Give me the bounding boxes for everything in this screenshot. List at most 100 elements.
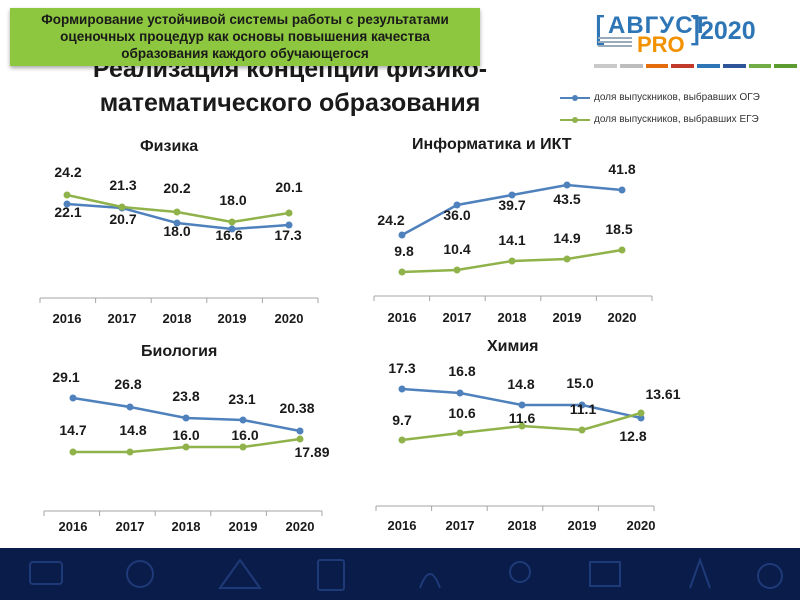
biology-series-oge-point bbox=[296, 427, 304, 435]
physics-data-label: 20.1 bbox=[275, 179, 302, 195]
chemistry-data-label: 15.0 bbox=[566, 375, 593, 391]
informatics-series-oge-point bbox=[453, 201, 461, 209]
logo-year: 2020 bbox=[700, 17, 756, 45]
legend: доля выпускников, выбравших ОГЭ доля вып… bbox=[560, 90, 795, 134]
biology-data-label: 16.0 bbox=[231, 427, 258, 443]
physics-series-ege-point bbox=[285, 209, 293, 217]
informatics-series-oge-point bbox=[618, 186, 626, 194]
informatics-tick-label: 2018 bbox=[498, 310, 527, 325]
logo-pro: PRO bbox=[637, 32, 685, 57]
physics-data-label: 20.7 bbox=[109, 211, 136, 227]
biology-series-oge-point bbox=[126, 403, 134, 411]
biology-data-label: 14.7 bbox=[59, 422, 86, 438]
banner-text: Формирование устойчивой системы работы с… bbox=[41, 12, 449, 61]
biology-data-label: 20.38 bbox=[279, 400, 314, 416]
informatics-tick-label: 2020 bbox=[608, 310, 637, 325]
chemistry-series-oge-point bbox=[637, 414, 645, 422]
footer-band bbox=[0, 548, 800, 600]
chemistry-series-oge-point bbox=[518, 401, 526, 409]
informatics-tick-label: 2017 bbox=[443, 310, 472, 325]
chemistry-data-label: 17.3 bbox=[388, 360, 415, 376]
color-stripe bbox=[594, 64, 800, 68]
physics-series-ege-point bbox=[118, 203, 126, 211]
physics-data-label: 18.0 bbox=[163, 223, 190, 239]
informatics-data-label: 14.1 bbox=[498, 232, 525, 248]
legend-ege-marker-icon bbox=[560, 117, 590, 123]
informatics-data-label: 18.5 bbox=[605, 221, 632, 237]
physics-data-label: 16.6 bbox=[215, 227, 242, 243]
biology-data-label: 17.89 bbox=[294, 444, 329, 460]
physics-series-oge-point bbox=[63, 200, 71, 208]
physics-series-ege-line bbox=[66, 193, 290, 224]
physics-tick-label: 2020 bbox=[275, 311, 304, 326]
logo-tagline-icon bbox=[598, 37, 632, 47]
informatics-data-label: 41.8 bbox=[608, 161, 635, 177]
physics-series-ege-point bbox=[228, 218, 236, 226]
informatics-series-oge-point bbox=[398, 231, 406, 239]
chemistry-data-label: 11.6 bbox=[509, 410, 536, 426]
informatics-data-label: 10.4 bbox=[443, 241, 470, 257]
physics-tick-label: 2018 bbox=[163, 311, 192, 326]
biology-series-ege-point bbox=[69, 448, 77, 456]
chemistry-data-label: 10.6 bbox=[448, 405, 475, 421]
chemistry-series-ege-point bbox=[398, 436, 406, 444]
informatics-series-ege-point bbox=[508, 257, 516, 265]
biology-data-label: 23.8 bbox=[172, 388, 199, 404]
informatics-data-label: 24.2 bbox=[377, 212, 404, 228]
informatics-series-oge-point bbox=[508, 191, 516, 199]
biology-tick-label: 2017 bbox=[116, 519, 145, 534]
biology-data-label: 14.8 bbox=[119, 422, 146, 438]
chemistry-tick-label: 2017 bbox=[446, 518, 475, 533]
chemistry-series-ege-point bbox=[578, 426, 586, 434]
physics-tick-label: 2017 bbox=[108, 311, 137, 326]
physics-data-label: 24.2 bbox=[54, 164, 81, 180]
chart-title-informatics: Информатика и ИКТ bbox=[412, 136, 572, 153]
legend-item-oge: доля выпускников, выбравших ОГЭ bbox=[560, 90, 795, 112]
logo-bracket-right-icon: ] bbox=[688, 10, 702, 50]
chemistry-tick-label: 2019 bbox=[568, 518, 597, 533]
chemistry-series-oge-point bbox=[398, 385, 406, 393]
chemistry-tick-label: 2016 bbox=[388, 518, 417, 533]
chart-title-biology: Биология bbox=[141, 343, 218, 360]
chemistry-series-ege-point bbox=[637, 409, 645, 417]
chart-title-physics: Физика bbox=[140, 138, 199, 155]
biology-series-ege-point bbox=[239, 443, 247, 451]
biology-tick-label: 2016 bbox=[59, 519, 88, 534]
informatics-data-label: 14.9 bbox=[553, 230, 580, 246]
biology-series-oge-point bbox=[182, 414, 190, 422]
chemistry-series-ege-point bbox=[456, 429, 464, 437]
physics-data-label: 20.2 bbox=[163, 180, 190, 196]
chemistry-data-label: 11.1 bbox=[570, 401, 597, 417]
physics-data-label: 22.1 bbox=[54, 204, 81, 220]
legend-item-ege: доля выпускников, выбравших ЕГЭ bbox=[560, 112, 795, 134]
informatics-series-ege-point bbox=[453, 266, 461, 274]
biology-tick-label: 2018 bbox=[172, 519, 201, 534]
biology-series-ege-point bbox=[182, 443, 190, 451]
informatics-series-ege-point bbox=[563, 255, 571, 263]
chemistry-data-label: 14.8 bbox=[507, 376, 534, 392]
logo-word: АВГУСТ bbox=[608, 12, 709, 39]
chemistry-data-label: 12.8 bbox=[619, 428, 646, 444]
physics-tick-label: 2019 bbox=[218, 311, 247, 326]
conference-logo: [ АВГУСТ PRO ] 2020 bbox=[594, 10, 794, 57]
biology-tick-label: 2019 bbox=[229, 519, 258, 534]
biology-series-ege-point bbox=[296, 435, 304, 443]
biology-tick-label: 2020 bbox=[286, 519, 315, 534]
chemistry-series-ege-point bbox=[518, 422, 526, 430]
physics-series-oge-point bbox=[285, 221, 293, 229]
informatics-series-ege-point bbox=[618, 246, 626, 254]
topic-banner: Формирование устойчивой системы работы с… bbox=[10, 8, 480, 66]
physics-data-label: 17.3 bbox=[274, 227, 301, 243]
biology-series-ege-point bbox=[126, 448, 134, 456]
physics-series-ege-point bbox=[63, 191, 71, 199]
informatics-data-label: 39.7 bbox=[498, 197, 525, 213]
biology-data-label: 23.1 bbox=[228, 391, 255, 407]
informatics-series-ege-point bbox=[398, 268, 406, 276]
informatics-data-label: 43.5 bbox=[553, 191, 580, 207]
physics-data-label: 21.3 bbox=[109, 177, 136, 193]
chemistry-data-label: 16.8 bbox=[448, 363, 475, 379]
logo-bracket-left-icon: [ bbox=[594, 10, 608, 50]
chemistry-tick-label: 2020 bbox=[627, 518, 656, 533]
informatics-series-oge-point bbox=[563, 181, 571, 189]
